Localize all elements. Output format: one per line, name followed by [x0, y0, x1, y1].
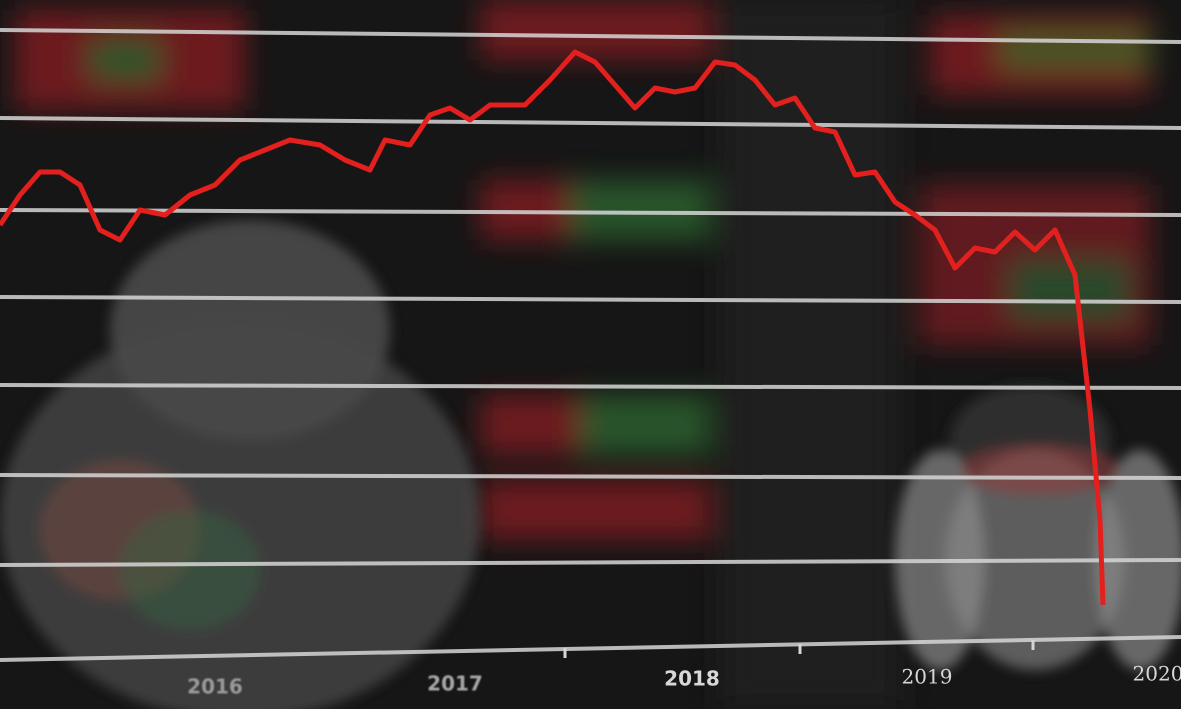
- year-label: 2016: [187, 675, 243, 699]
- trend-line: [0, 49, 1106, 606]
- year-label: 2020: [1133, 662, 1181, 686]
- year-label: 2017: [427, 672, 483, 696]
- grid-lines: [0, 28, 1181, 662]
- tick-marks: [563, 640, 1035, 658]
- year-label: 2019: [902, 665, 953, 689]
- ticker-boards: [15, 0, 1150, 709]
- year-label: 2018: [664, 667, 720, 691]
